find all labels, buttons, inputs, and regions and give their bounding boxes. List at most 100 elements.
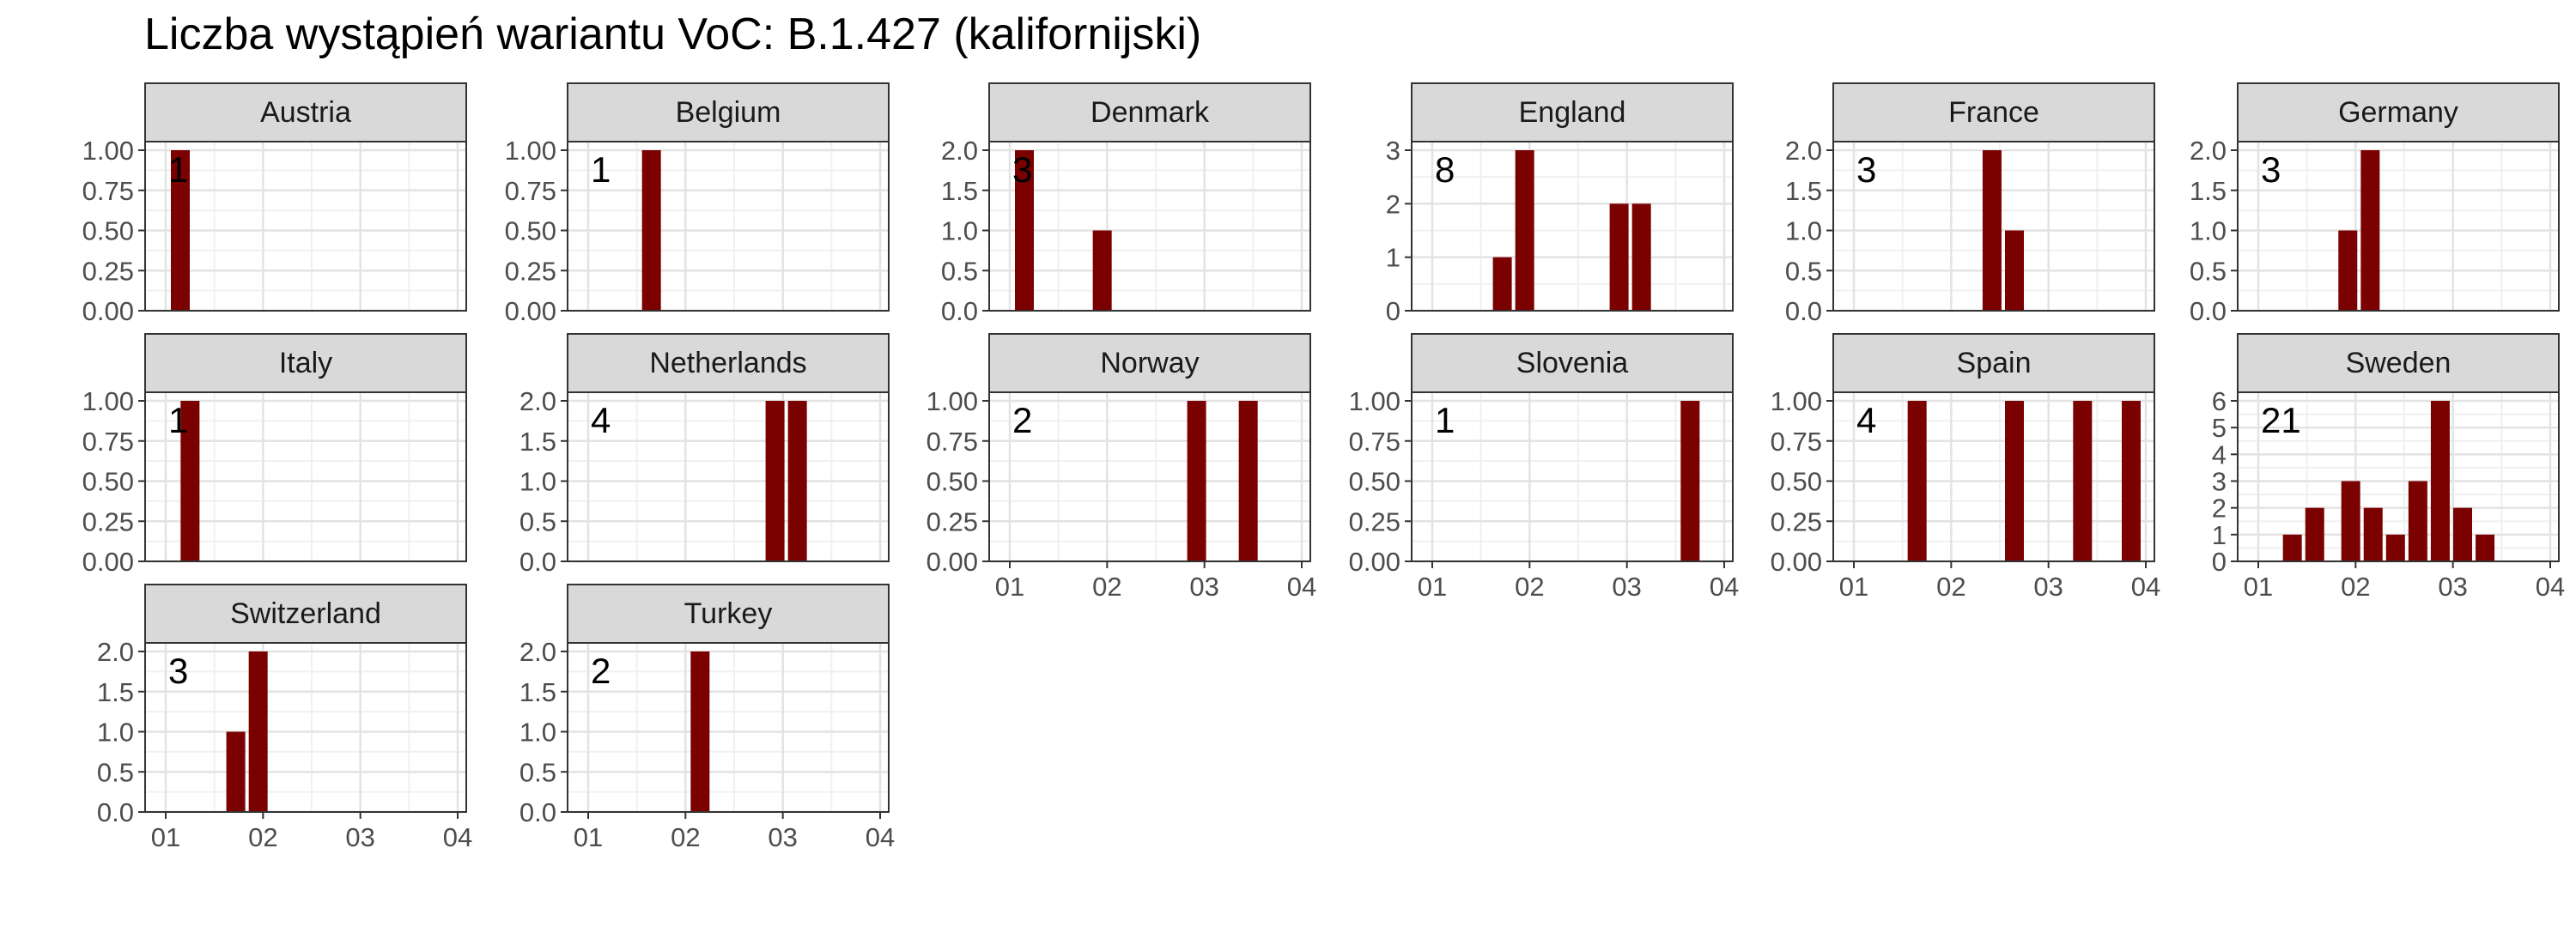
x-tick-label: 03 — [2438, 572, 2467, 602]
facet-label: France — [1948, 96, 2039, 129]
y-tick-label: 0.00 — [82, 547, 134, 577]
panel-total-label: 3 — [1012, 149, 1032, 190]
facet-strip — [2237, 82, 2560, 142]
y-tick-label: 2.0 — [2190, 136, 2227, 166]
x-tick-label: 04 — [2536, 572, 2565, 602]
bar — [2282, 534, 2302, 561]
y-tick-label: 0.75 — [505, 176, 556, 206]
panel-border — [567, 141, 890, 312]
panel-border — [2237, 141, 2560, 312]
facet-strip — [567, 584, 890, 644]
facet-strip — [1411, 333, 1734, 393]
y-tick-label: 0.75 — [82, 176, 134, 206]
bar — [690, 651, 710, 812]
y-tick-label: 1.0 — [97, 718, 134, 748]
x-tick-label: 03 — [1612, 572, 1641, 602]
panel-total-label: 1 — [168, 149, 188, 190]
x-tick-label: 02 — [671, 822, 700, 852]
facet-strip — [1832, 333, 2155, 393]
facet-strip — [567, 333, 890, 393]
panel-total-label: 2 — [591, 651, 611, 691]
y-tick-label: 2 — [1386, 189, 1400, 219]
bar — [2476, 534, 2495, 561]
bar — [2430, 401, 2450, 561]
x-tick-label: 04 — [443, 822, 472, 852]
y-tick-label: 6 — [2212, 386, 2227, 416]
y-tick-label: 0.0 — [2190, 296, 2227, 326]
facet-label: Netherlands — [649, 347, 806, 379]
y-tick-label: 0.5 — [97, 757, 134, 787]
y-tick-label: 0.00 — [927, 547, 978, 577]
bar — [2363, 507, 2383, 561]
panel-total-label: 2 — [1012, 400, 1032, 440]
y-tick-label: 0 — [1386, 296, 1400, 326]
panel-border — [1832, 391, 2155, 562]
y-tick-label: 0.0 — [941, 296, 978, 326]
y-tick-label: 2.0 — [941, 136, 978, 166]
y-tick-label: 1.5 — [519, 677, 556, 707]
x-tick-label: 04 — [1287, 572, 1316, 602]
panel-border — [988, 391, 1311, 562]
x-tick-label: 01 — [574, 822, 603, 852]
panel-total-label: 4 — [591, 400, 611, 440]
x-tick-label: 01 — [995, 572, 1024, 602]
y-tick-label: 1.5 — [97, 677, 134, 707]
y-tick-label: 0.25 — [927, 506, 978, 536]
bar — [2305, 507, 2324, 561]
bar — [2005, 401, 2024, 561]
y-tick-label: 0.0 — [519, 797, 556, 827]
y-tick-label: 0.5 — [2190, 256, 2227, 286]
y-tick-label: 1.00 — [927, 386, 978, 416]
y-tick-label: 1.0 — [519, 467, 556, 497]
x-tick-label: 03 — [2033, 572, 2063, 602]
chart-title: Liczba wystąpień wariantu VoC: B.1.427 (… — [144, 9, 1202, 59]
y-tick-label: 2.0 — [1785, 136, 1822, 166]
y-tick-label: 0.5 — [519, 506, 556, 536]
bar — [180, 401, 200, 561]
x-tick-label: 03 — [1189, 572, 1218, 602]
bar — [1631, 203, 1651, 311]
x-tick-label: 02 — [2341, 572, 2370, 602]
panel-total-label: 3 — [1856, 149, 1876, 190]
y-tick-label: 5 — [2212, 413, 2227, 443]
bar — [787, 401, 807, 561]
y-tick-label: 0.50 — [1349, 467, 1400, 497]
bar — [2385, 534, 2405, 561]
y-tick-label: 2.0 — [519, 386, 556, 416]
y-tick-label: 0.50 — [1771, 467, 1822, 497]
bar — [1092, 230, 1112, 311]
y-tick-label: 1 — [1386, 243, 1400, 273]
panel-border — [988, 141, 1311, 312]
y-tick-label: 0.00 — [1349, 547, 1400, 577]
bar — [2073, 401, 2093, 561]
facet-label: Denmark — [1091, 96, 1210, 129]
facet-label: England — [1519, 96, 1626, 129]
y-tick-label: 0.25 — [82, 506, 134, 536]
facet-label: Italy — [279, 347, 332, 379]
y-tick-label: 1.00 — [1349, 386, 1400, 416]
y-tick-label: 1 — [2212, 520, 2227, 550]
panel-total-label: 1 — [1435, 400, 1455, 440]
x-tick-label: 02 — [1092, 572, 1121, 602]
y-tick-label: 0.50 — [82, 216, 134, 246]
y-tick-label: 2.0 — [519, 637, 556, 667]
panel-border — [2237, 391, 2560, 562]
panel-border — [144, 642, 467, 813]
x-tick-label: 01 — [2244, 572, 2273, 602]
bar — [2005, 230, 2024, 311]
y-tick-label: 1.0 — [941, 216, 978, 246]
y-tick-label: 2 — [2212, 494, 2227, 524]
facet-strip — [988, 333, 1311, 393]
y-tick-label: 1.5 — [941, 176, 978, 206]
facet-label: Slovenia — [1516, 347, 1629, 379]
y-tick-label: 0.50 — [927, 467, 978, 497]
y-tick-label: 1.00 — [1771, 386, 1822, 416]
facet-strip — [988, 82, 1311, 142]
x-tick-label: 04 — [2131, 572, 2160, 602]
y-tick-label: 4 — [2212, 439, 2227, 470]
panel-border — [1411, 391, 1734, 562]
bar — [2360, 150, 2380, 311]
facet-label: Turkey — [684, 597, 773, 630]
facet-strip — [1832, 82, 2155, 142]
